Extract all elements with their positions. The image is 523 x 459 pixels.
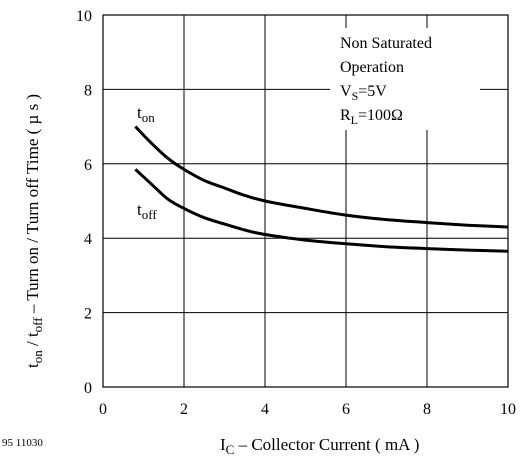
y-tick-label-1: 2 — [84, 306, 92, 323]
y-axis-label: ton / toff – Turn on / Turn off Time ( µ… — [23, 94, 45, 368]
annotation: Non Saturated Operation VS=5V RL=100Ω — [330, 28, 480, 130]
figure-reference: 95 11030 — [2, 437, 43, 449]
series-group — [134, 125, 509, 253]
y-tick-label-4: 8 — [84, 82, 92, 99]
x-tick-label-3: 6 — [342, 401, 350, 418]
annotation-rl: RL=100Ω — [340, 107, 403, 127]
annotation-background — [330, 28, 480, 130]
tick-labels: 0 2 4 6 8 10 0 2 4 6 8 10 — [76, 8, 516, 418]
x-tick-label-0: 0 — [99, 401, 107, 418]
series-label-toff: toff — [137, 200, 157, 222]
plot-frame — [102, 14, 509, 388]
annotation-line-1: Non Saturated — [340, 35, 432, 52]
x-tick-label-4: 8 — [423, 401, 431, 418]
y-tick-label-2: 4 — [84, 231, 92, 248]
y-tick-label-0: 0 — [84, 380, 92, 397]
y-tick-label-5: 10 — [76, 8, 92, 25]
series-line-toff — [134, 168, 509, 253]
annotation-line-2: Operation — [340, 59, 404, 76]
y-tick-label-3: 6 — [84, 157, 92, 174]
x-tick-label-1: 2 — [180, 401, 188, 418]
x-tick-label-2: 4 — [261, 401, 269, 418]
annotation-vs: VS=5V — [340, 83, 387, 103]
series-line-ton — [134, 125, 509, 229]
x-axis-label: IC – Collector Current ( mA ) — [220, 435, 419, 457]
x-tick-label-5: 10 — [500, 401, 516, 418]
series-label-ton: ton — [137, 103, 155, 125]
